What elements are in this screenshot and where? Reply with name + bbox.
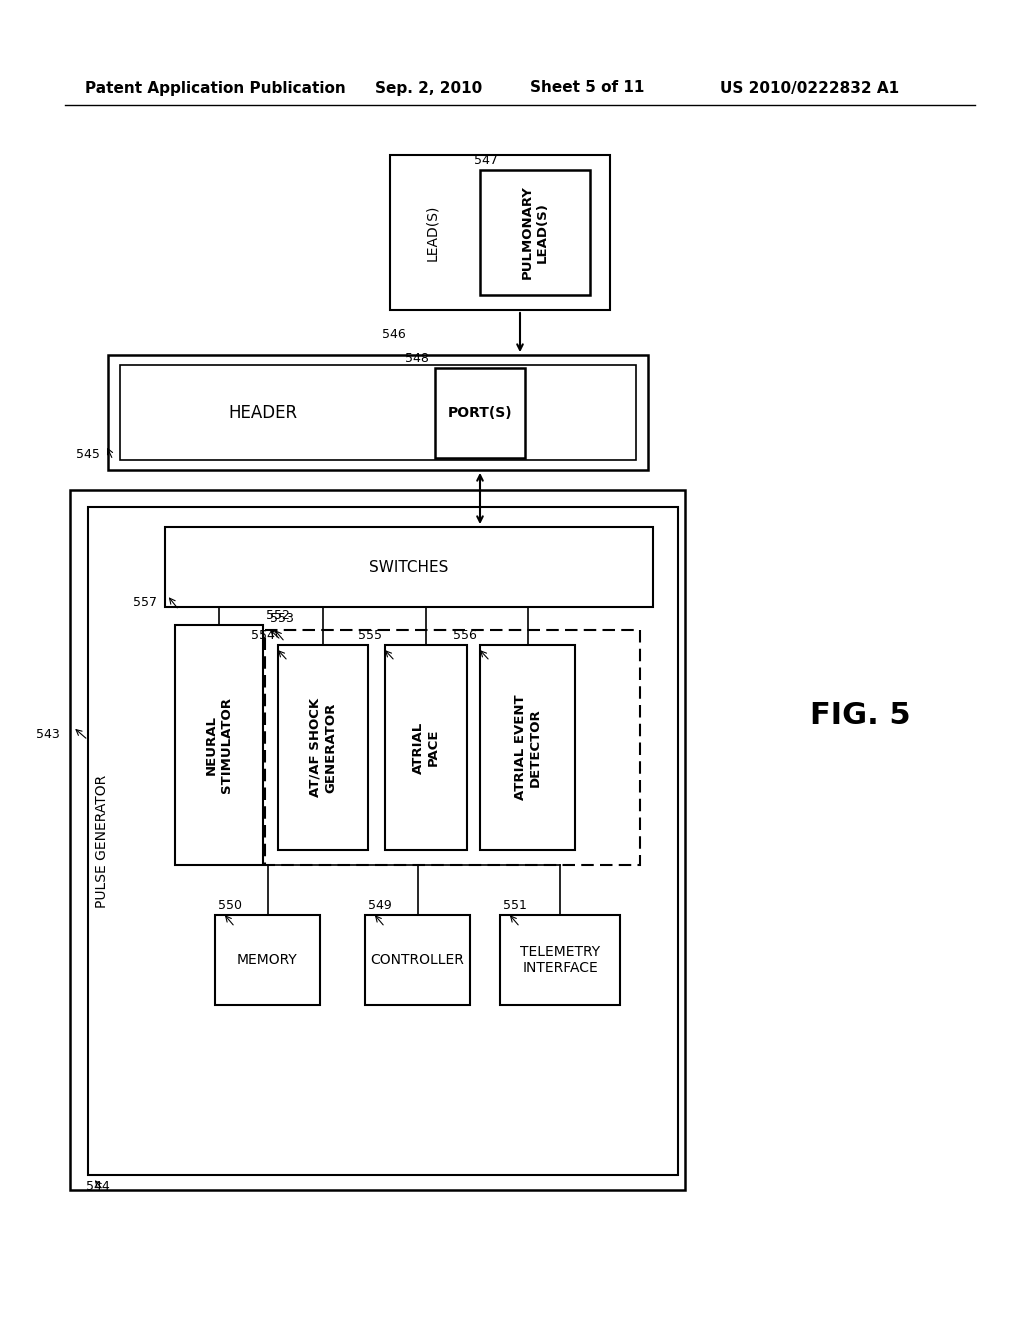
Bar <box>175 624 263 865</box>
Text: 550: 550 <box>218 899 242 912</box>
Text: 555: 555 <box>358 630 382 642</box>
Bar <box>480 170 590 294</box>
Text: 554: 554 <box>251 630 275 642</box>
Bar <box>88 507 678 1175</box>
Text: SWITCHES: SWITCHES <box>370 560 449 574</box>
Text: MEMORY: MEMORY <box>238 953 298 968</box>
Text: 556: 556 <box>454 630 477 642</box>
Text: ATRIAL EVENT
DETECTOR: ATRIAL EVENT DETECTOR <box>513 694 542 800</box>
Text: Sep. 2, 2010: Sep. 2, 2010 <box>375 81 482 95</box>
Text: Patent Application Publication: Patent Application Publication <box>85 81 346 95</box>
Text: TELEMETRY
INTERFACE: TELEMETRY INTERFACE <box>520 945 600 975</box>
Bar <box>435 368 525 458</box>
Bar <box>70 490 685 1191</box>
Text: LEAD(S): LEAD(S) <box>425 205 439 260</box>
Text: 548: 548 <box>406 352 429 366</box>
Bar <box>165 527 653 607</box>
Text: NEURAL
STIMULATOR: NEURAL STIMULATOR <box>205 697 233 793</box>
Text: FIG. 5: FIG. 5 <box>810 701 910 730</box>
Text: 544: 544 <box>86 1180 110 1193</box>
Bar <box>120 366 636 459</box>
Bar <box>278 645 368 850</box>
Text: Sheet 5 of 11: Sheet 5 of 11 <box>530 81 644 95</box>
Text: 543: 543 <box>36 729 60 742</box>
Text: PORT(S): PORT(S) <box>447 407 512 420</box>
Text: 557: 557 <box>133 595 157 609</box>
Text: 546: 546 <box>382 327 406 341</box>
Text: 553: 553 <box>270 612 294 624</box>
Text: 549: 549 <box>368 899 392 912</box>
Text: 551: 551 <box>503 899 527 912</box>
Text: US 2010/0222832 A1: US 2010/0222832 A1 <box>720 81 899 95</box>
Text: AT/AF SHOCK
GENERATOR: AT/AF SHOCK GENERATOR <box>309 698 337 797</box>
Bar <box>108 355 648 470</box>
Text: HEADER: HEADER <box>228 404 298 421</box>
Text: 545: 545 <box>76 449 100 462</box>
Text: 552: 552 <box>266 609 290 622</box>
Text: CONTROLLER: CONTROLLER <box>371 953 465 968</box>
Text: 547: 547 <box>474 154 498 168</box>
Bar <box>500 915 620 1005</box>
Bar <box>365 915 470 1005</box>
Bar <box>265 630 640 865</box>
Bar <box>480 645 575 850</box>
Text: PULSE GENERATOR: PULSE GENERATOR <box>95 775 109 908</box>
Bar <box>215 915 319 1005</box>
Text: ATRIAL
PACE: ATRIAL PACE <box>412 721 440 774</box>
Text: PULMONARY
LEAD(S): PULMONARY LEAD(S) <box>521 186 549 280</box>
Bar <box>385 645 467 850</box>
Bar <box>390 154 610 310</box>
